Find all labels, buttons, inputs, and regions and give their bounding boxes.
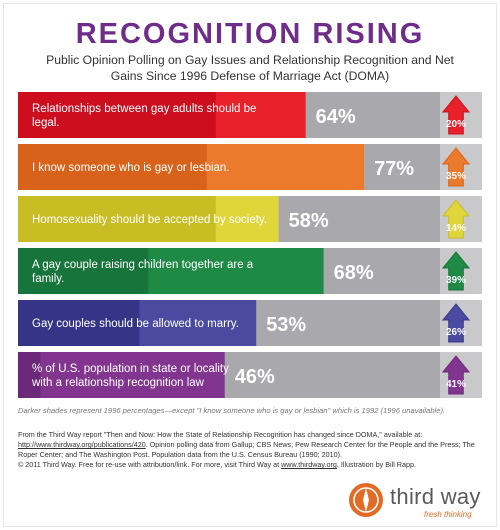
gain-label: 41% [446,379,466,390]
gain-label: 26% [446,327,466,338]
bar-category-label: Homosexuality should be accepted by soci… [32,214,267,226]
bar-category-label: % of U.S. population in state or localit… [31,363,229,389]
source-rest: . Opinion polling data from Gallup; CBS … [18,440,475,459]
bar-category-label: A gay couple raising children together a… [32,259,254,285]
page-subtitle: Public Opinion Polling on Gay Issues and… [46,53,454,83]
bar-value-label: 46% [235,366,275,388]
copyright-suffix: . Illustration by Bill Rapp. [336,460,416,469]
compass-logo-icon [349,483,383,517]
bar-value-label: 77% [374,158,414,180]
chart-footnote: Darker shades represent 1996 percentages… [18,406,446,415]
bar-earlier [18,300,140,346]
logo-tagline: fresh thinking [424,510,472,519]
thirdway-link[interactable]: www.thirdway.org [281,460,337,469]
bar-current [18,352,225,398]
gain-label: 35% [446,171,466,182]
page-title: RECOGNITION RISING [75,18,425,50]
gain-arrow-icon [441,147,471,187]
bar-earlier [18,352,41,398]
bar-earlier [18,144,207,190]
bar-value-label: 53% [266,314,306,336]
bar-earlier [18,92,216,138]
bar-value-label: 58% [289,210,329,232]
bar-value-label: 68% [334,262,374,284]
report-link[interactable]: http://www.thirdway.org/publications/420 [18,440,146,449]
bar-earlier [18,248,149,294]
source-prefix: From the Third Way report "Then and Now:… [18,430,423,439]
bar-chart-svg: Relationships between gay adults should … [18,92,482,398]
gain-arrow-icon [441,199,471,239]
gain-arrow-icon [441,303,471,343]
copyright-prefix: © 2011 Third Way. Free for re-use with a… [18,460,282,469]
bar-category-label: Relationships between gay adults should … [32,103,256,129]
third-way-logo[interactable]: third way fresh thinking [348,478,488,522]
logo-name: third way [390,484,481,509]
gain-arrow-icon [441,95,471,135]
gain-arrow-icon [441,355,471,395]
gain-label: 20% [446,119,466,130]
copyright-note: © 2011 Third Way. Free for re-use with a… [18,460,482,469]
bar-chart: Relationships between gay adults should … [18,90,482,400]
gain-arrow-icon [441,251,471,291]
source-note: From the Third Way report "Then and Now:… [18,430,482,460]
bar-value-label: 64% [316,106,356,128]
gain-label: 39% [446,275,466,286]
gain-label: 14% [446,223,466,234]
bar-category-label: I know someone who is gay or lesbian. [32,162,230,174]
bar-earlier [18,196,216,242]
bar-category-label: Gay couples should be allowed to marry. [32,318,239,330]
